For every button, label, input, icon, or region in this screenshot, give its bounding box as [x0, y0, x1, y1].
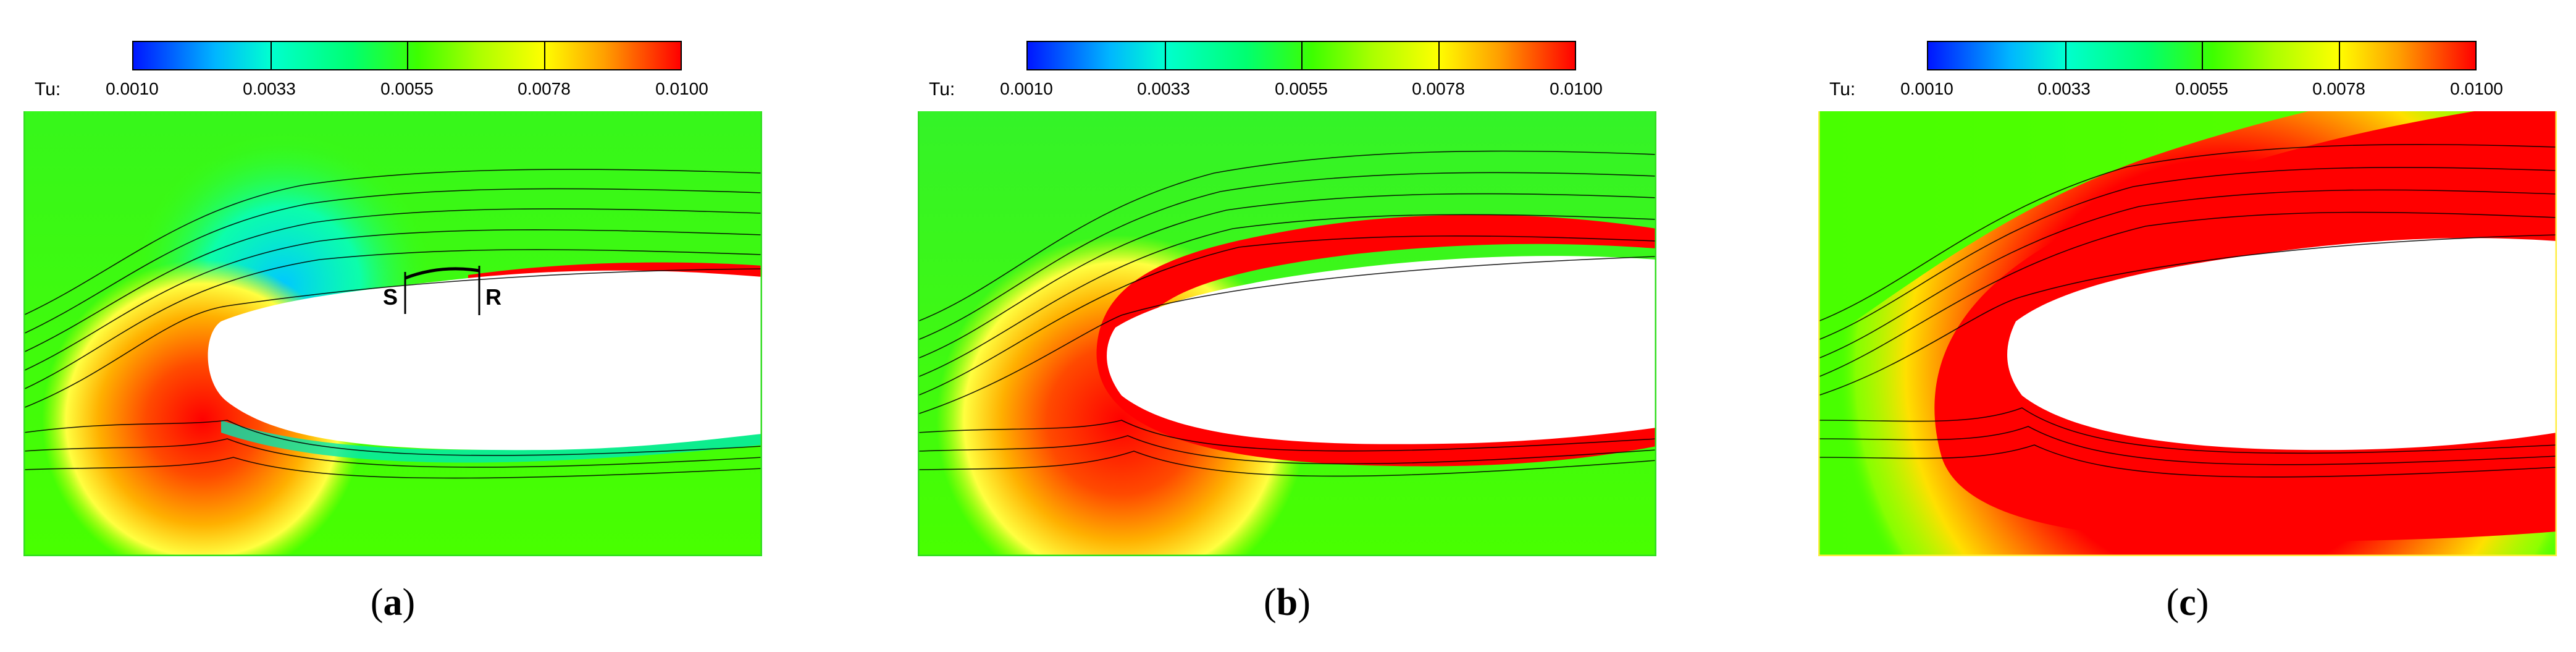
lower-boundary-layer: [221, 420, 762, 463]
colorbar-tick-label: 0.0078: [518, 79, 571, 98]
colorbar-tick-label: 0.0100: [655, 79, 708, 98]
colorbar-variable-label: Tu:: [1829, 79, 1856, 99]
colorbar-tick-label: 0.0010: [1900, 79, 1953, 98]
panel-c: Tu: 0.0010 0.0033 0.0055 0.0078 0.0100: [1818, 25, 2557, 556]
streamlines: [918, 150, 1656, 477]
contour-field-c: [1818, 25, 2557, 556]
turbulent-envelope: [1096, 214, 1656, 467]
contour-field-b: [918, 25, 1656, 556]
colorbar-variable-label: Tu:: [35, 79, 61, 99]
colorbar-tick-label: 0.0078: [2312, 79, 2365, 98]
airfoil: [1107, 256, 1656, 444]
panel-a: S R Tu: 0.0010 0.0033 0.0055 0.0078 0.01…: [23, 25, 762, 556]
colorbar-legend-a: Tu: 0.0010 0.0033 0.0055 0.0078 0.0100: [23, 25, 762, 111]
streamlines: [1818, 144, 2557, 478]
reattachment-label: R: [485, 284, 501, 310]
colorbar-tick-label: 0.0055: [2175, 79, 2228, 98]
colorbar-variable-label: Tu:: [929, 79, 955, 99]
colorbar-tick-label: 0.0010: [106, 79, 159, 98]
separation-label: S: [383, 284, 398, 310]
colorbar-tick-label: 0.0055: [380, 79, 434, 98]
colorbar-tick-label: 0.0055: [1275, 79, 1328, 98]
airfoil: [2007, 238, 2557, 451]
colorbar-tick-label: 0.0100: [1550, 79, 1603, 98]
colorbar: [132, 41, 682, 70]
colorbar-tick-label: 0.0033: [243, 79, 296, 98]
colorbar-legend-b: Tu: 0.0010 0.0033 0.0055 0.0078 0.0100: [918, 25, 1656, 111]
separation-bubble: [405, 267, 480, 280]
airfoil: [208, 270, 762, 451]
colorbar: [1026, 41, 1576, 70]
panel-caption-c: (c): [2166, 582, 2209, 624]
colorbar-tick-label: 0.0078: [1412, 79, 1465, 98]
colorbar: [1927, 41, 2477, 70]
streamlines: [23, 169, 762, 479]
colorbar-tick-label: 0.0100: [2450, 79, 2503, 98]
contour-field-a: [23, 25, 762, 556]
panel-caption-b: (b): [1264, 582, 1311, 624]
panel-b: Tu: 0.0010 0.0033 0.0055 0.0078 0.0100: [918, 25, 1656, 556]
colorbar-tick-label: 0.0010: [1000, 79, 1053, 98]
colorbar-tick-label: 0.0033: [1137, 79, 1190, 98]
colorbar-tick-label: 0.0033: [2037, 79, 2091, 98]
colorbar-legend-c: Tu: 0.0010 0.0033 0.0055 0.0078 0.0100: [1818, 25, 2557, 111]
panel-caption-a: (a): [370, 582, 416, 624]
